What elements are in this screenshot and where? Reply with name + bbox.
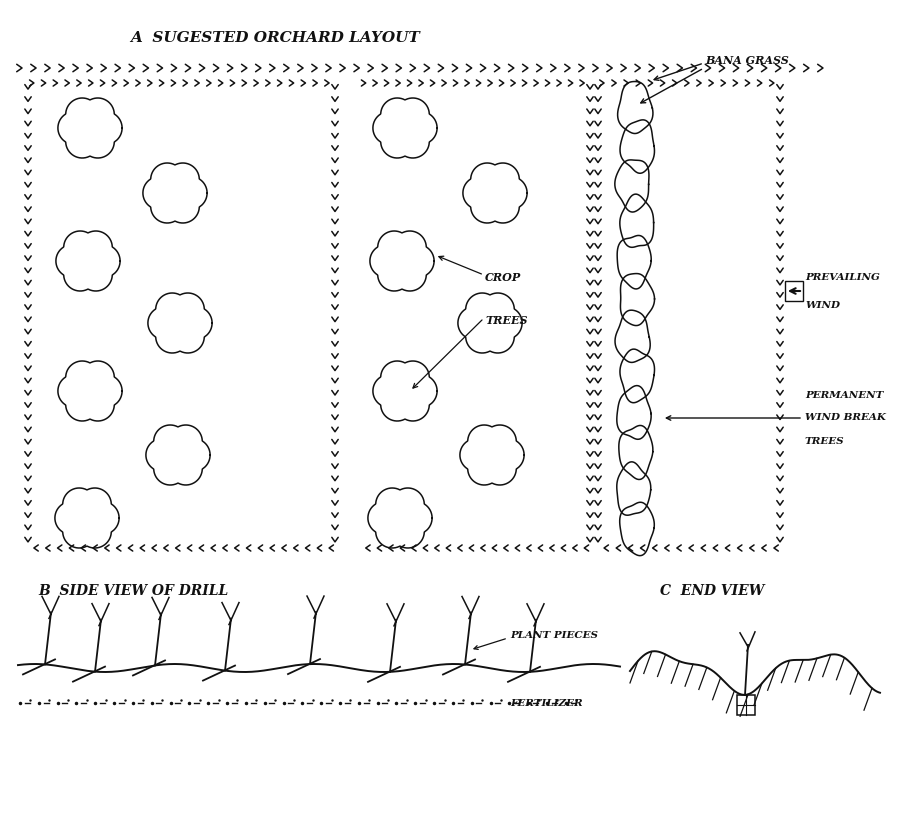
Text: A  SUGESTED ORCHARD LAYOUT: A SUGESTED ORCHARD LAYOUT <box>130 31 419 45</box>
Text: TREES: TREES <box>805 436 844 446</box>
Text: C  END VIEW: C END VIEW <box>660 584 764 598</box>
Text: WIND BREAK: WIND BREAK <box>805 413 886 422</box>
Text: WIND: WIND <box>805 301 840 310</box>
Text: PREVAILING: PREVAILING <box>805 273 880 282</box>
Bar <box>737 695 755 715</box>
Text: CROP: CROP <box>485 272 521 283</box>
Text: TREES: TREES <box>485 315 527 326</box>
Text: PERMANENT: PERMANENT <box>805 391 884 400</box>
Text: BANA GRASS: BANA GRASS <box>705 56 788 67</box>
Text: PLANT PIECES: PLANT PIECES <box>510 631 598 640</box>
Text: FERTILIZER: FERTILIZER <box>510 699 582 707</box>
Text: B  SIDE VIEW OF DRILL: B SIDE VIEW OF DRILL <box>38 584 229 598</box>
